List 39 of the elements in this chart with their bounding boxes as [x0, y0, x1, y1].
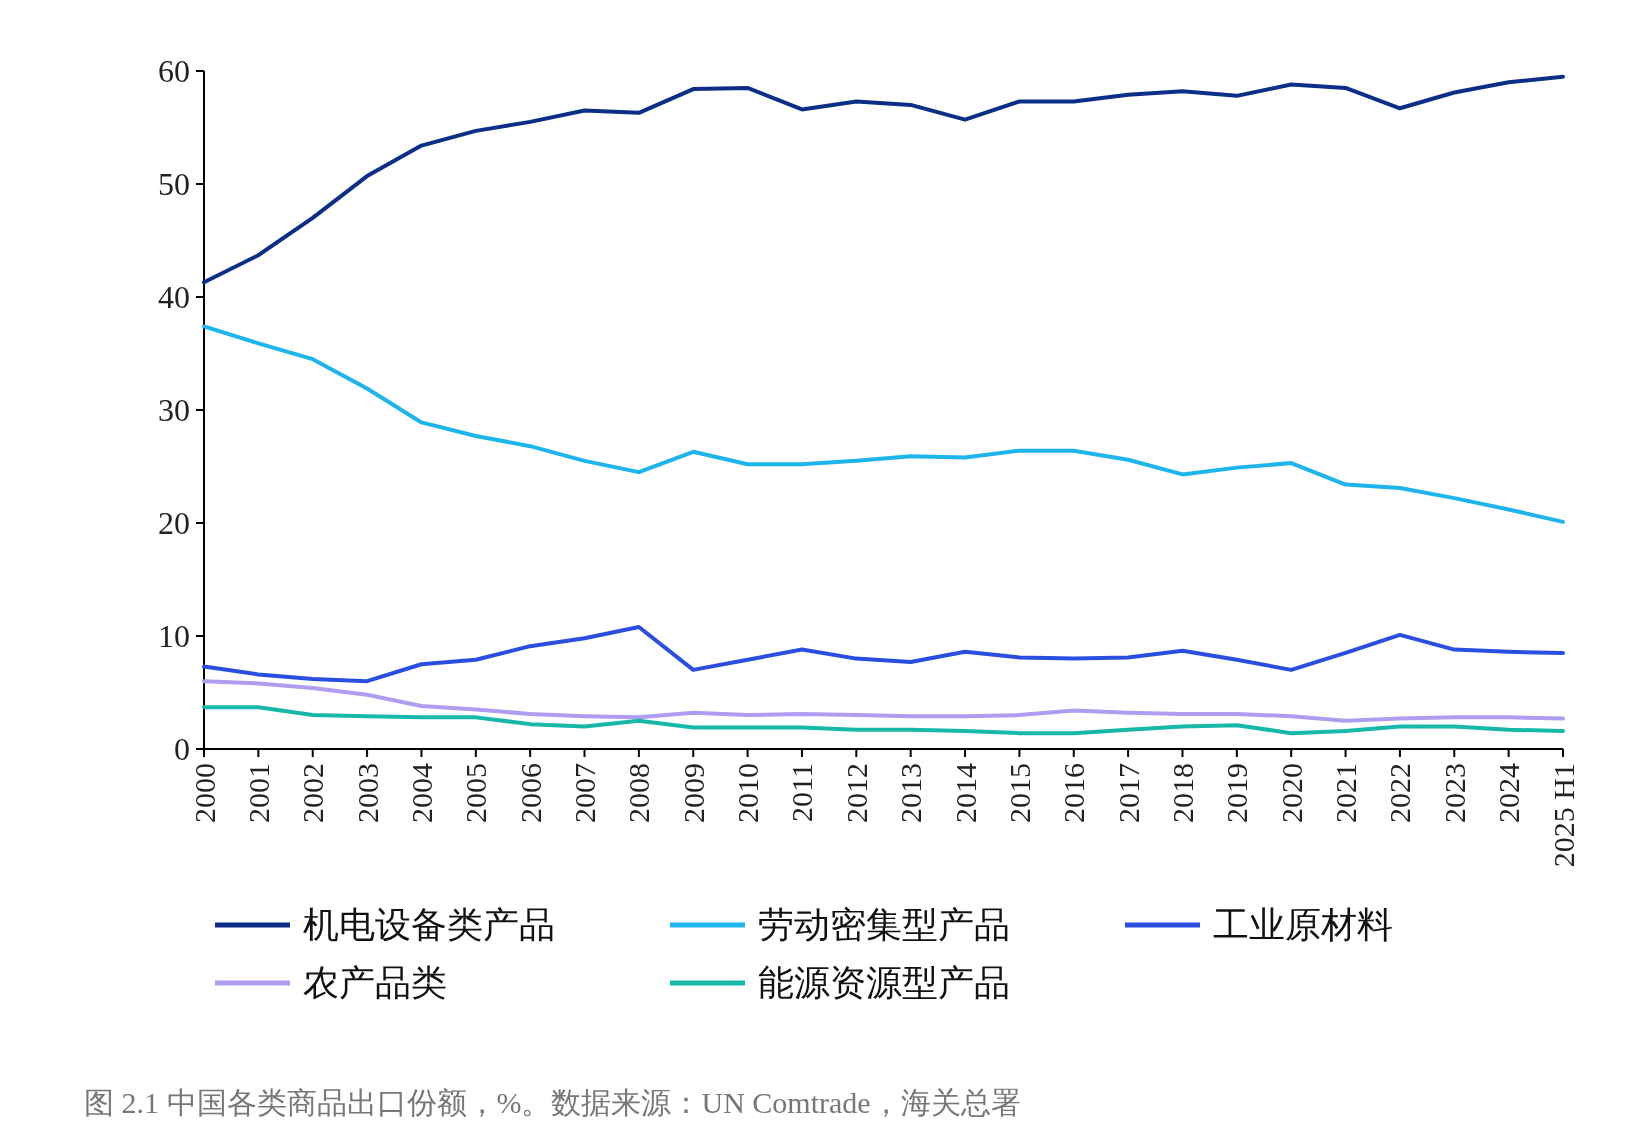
x-tick-label: 2008: [622, 763, 656, 823]
x-tick-label: 2021: [1329, 763, 1363, 823]
legend-label: 劳动密集型产品: [758, 905, 1010, 945]
legend-label: 工业原材料: [1213, 905, 1393, 945]
x-tick-label: 2014: [948, 763, 982, 823]
x-tick-label: 2012: [839, 763, 873, 823]
x-tick-label: 2013: [894, 763, 928, 823]
x-tick-label: 2020: [1274, 763, 1308, 823]
legend-label: 机电设备类产品: [303, 905, 555, 945]
y-tick-label: 0: [174, 731, 190, 767]
x-tick-label: 2000: [187, 763, 221, 823]
x-tick-label: 2018: [1165, 763, 1199, 823]
x-tick-label: 2011: [785, 763, 819, 822]
x-tick-label: 2004: [404, 763, 438, 823]
x-tick-label: 2023: [1437, 763, 1471, 823]
x-tick-label: 2007: [568, 763, 602, 823]
y-tick-label: 30: [158, 392, 190, 428]
y-tick-label: 40: [158, 279, 190, 315]
y-tick-label: 20: [158, 505, 190, 541]
x-tick-label: 2006: [513, 763, 547, 823]
y-tick-label: 10: [158, 618, 190, 654]
x-tick-label: 2001: [241, 763, 275, 823]
x-tick-label: 2015: [1002, 763, 1036, 823]
x-tick-label: 2016: [1057, 763, 1091, 823]
x-tick-label: 2017: [1111, 763, 1145, 823]
x-tick-label: 2022: [1383, 763, 1417, 823]
x-tick-label: 2010: [731, 763, 765, 823]
x-tick-label: 2019: [1220, 763, 1254, 823]
legend-label: 能源资源型产品: [758, 963, 1010, 1003]
y-tick-label: 60: [158, 53, 190, 89]
x-tick-label: 2005: [459, 763, 493, 823]
caption: 图 2.1 中国各类商品出口份额，%。数据来源：UN Comtrade，海关总署: [84, 1085, 1021, 1119]
y-tick-label: 50: [158, 166, 190, 202]
x-tick-label: 2025 H1: [1546, 763, 1580, 868]
x-tick-label: 2009: [676, 763, 710, 823]
legend-label: 农产品类: [303, 963, 447, 1003]
x-tick-label: 2002: [296, 763, 330, 823]
x-tick-label: 2003: [350, 763, 384, 823]
x-tick-label: 2024: [1492, 763, 1526, 823]
